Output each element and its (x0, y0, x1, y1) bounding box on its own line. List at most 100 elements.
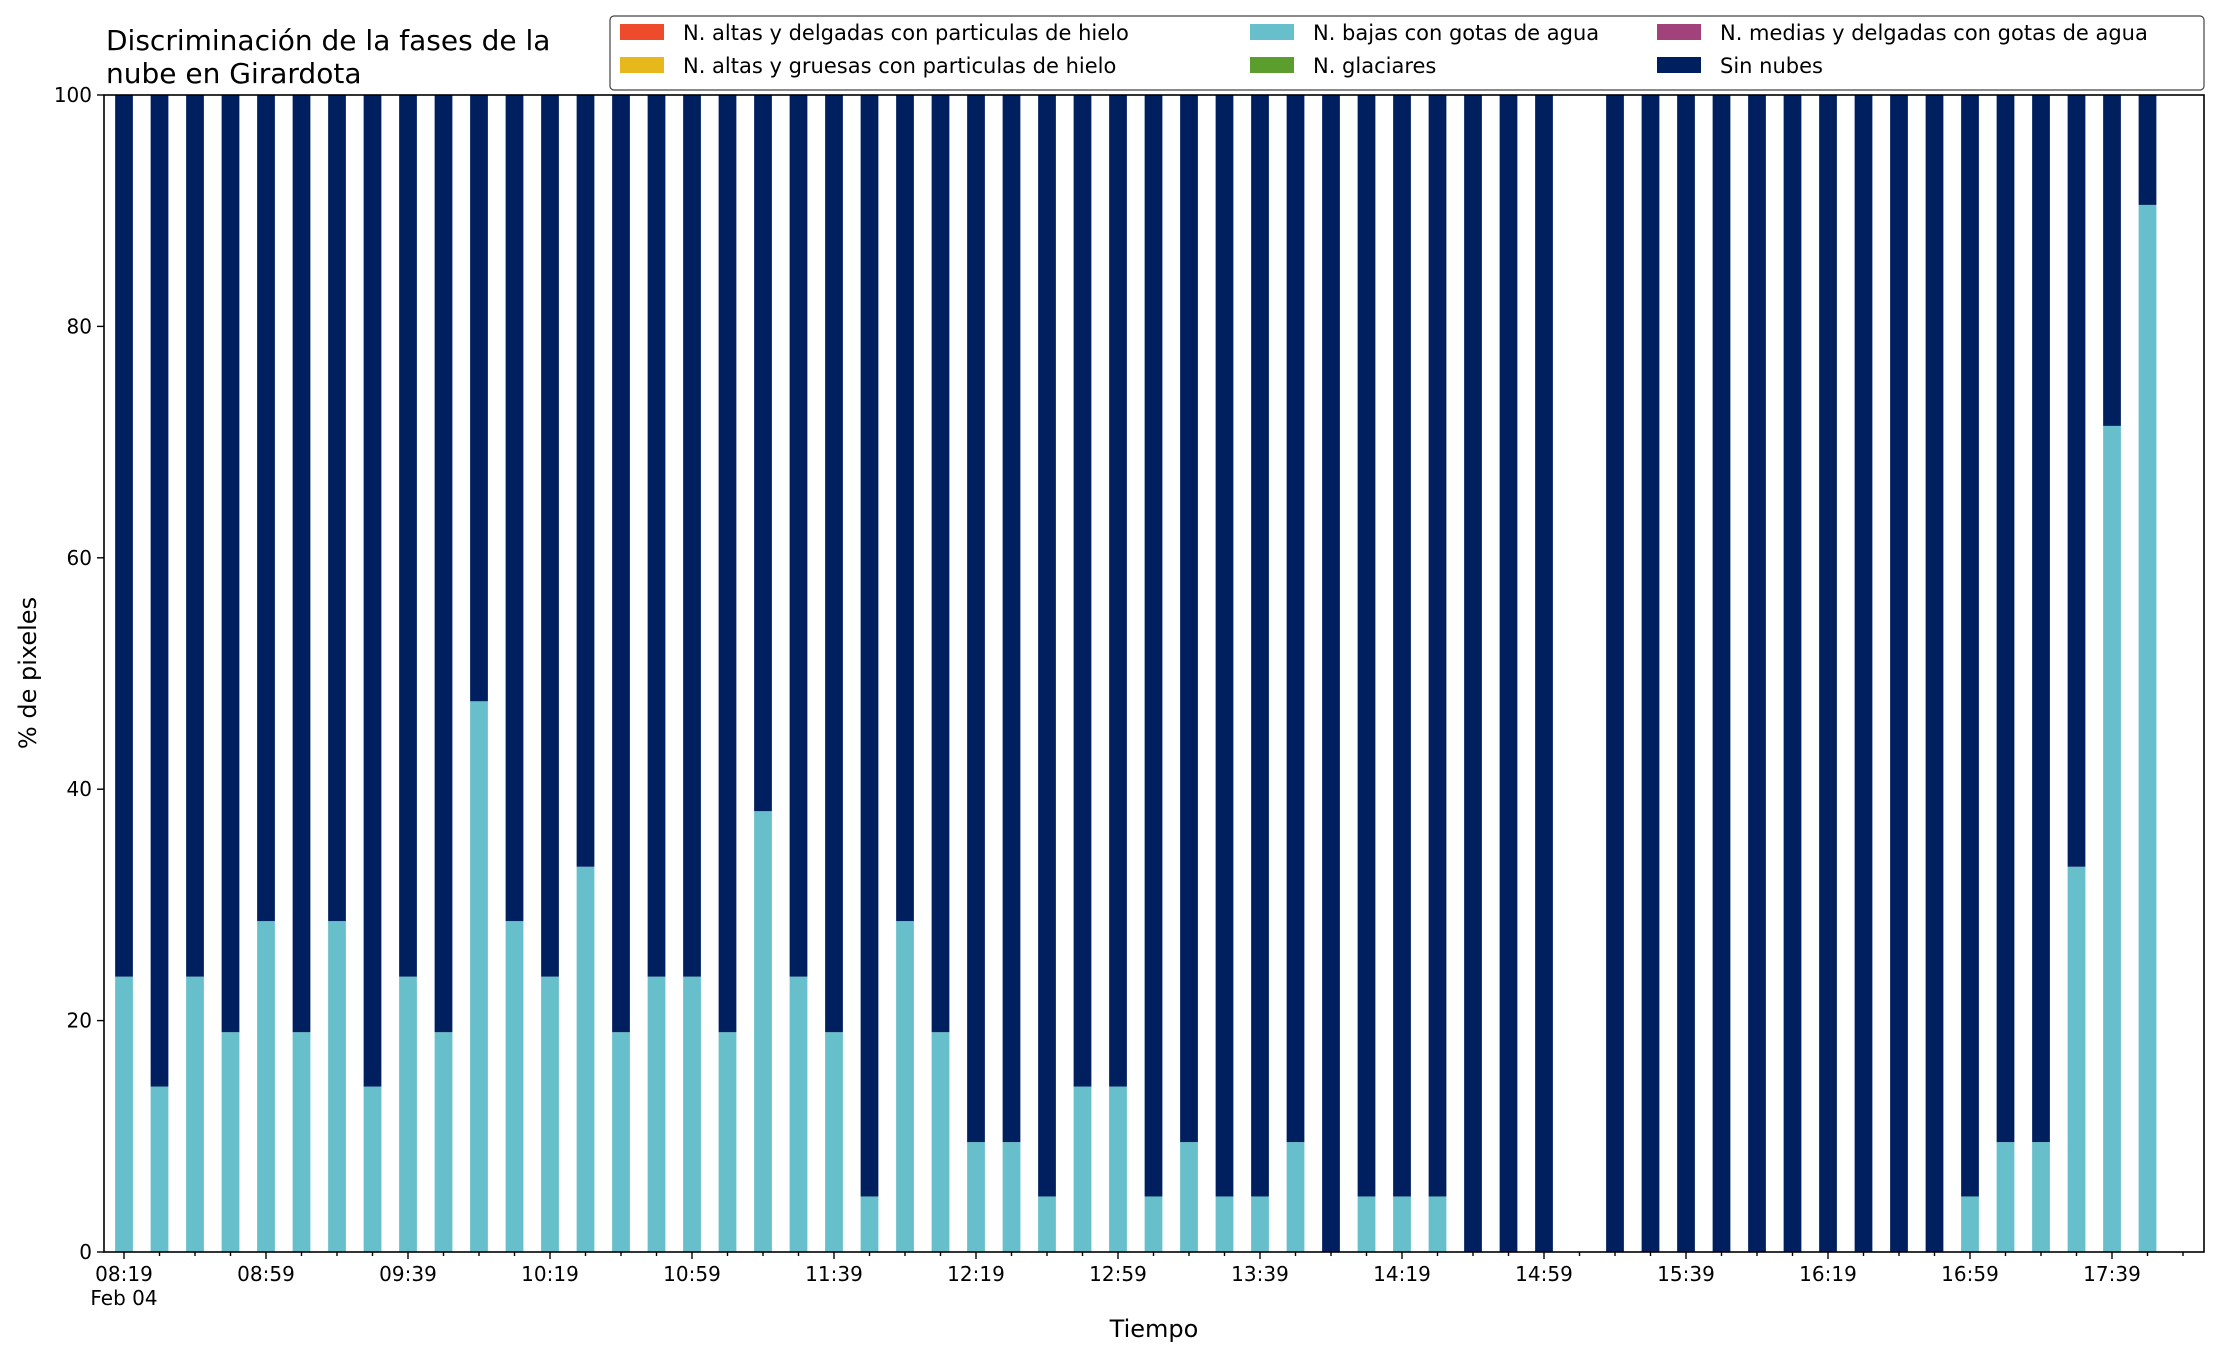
bar-segment-s2-33 (1286, 1142, 1305, 1252)
bar-segment-s5-47 (1783, 95, 1802, 1252)
y-tick-label-0: 0 (79, 1240, 92, 1264)
bar-segment-s2-25 (1002, 1142, 1021, 1252)
x-tick-label-4: 10:59 (663, 1262, 721, 1286)
bar-segment-s5-35 (1357, 95, 1376, 1197)
bar-segment-s5-38 (1464, 95, 1482, 1252)
bar-segment-s2-54 (2032, 1142, 2050, 1252)
y-tick-label-5: 100 (54, 83, 92, 107)
bar-segment-s5-24 (967, 95, 985, 1143)
bar-segment-s2-21 (860, 1196, 879, 1252)
bar-segment-s5-34 (1322, 95, 1340, 1252)
bar-segment-s2-10 (470, 701, 488, 1252)
bar-segment-s5-8 (399, 95, 417, 977)
legend-label-3: N. glaciares (1313, 54, 1436, 78)
bar-segment-s2-37 (1428, 1196, 1447, 1252)
x-tick-label-14: 17:39 (2083, 1262, 2141, 1286)
bar-segment-s2-15 (647, 976, 666, 1252)
legend-swatch-3 (1250, 57, 1294, 73)
bar-segment-s5-32 (1251, 95, 1269, 1197)
bar-segment-s5-31 (1215, 95, 1234, 1197)
bar-segment-s5-27 (1073, 95, 1092, 1087)
bar-segment-s5-23 (931, 95, 950, 1033)
bar-segment-s5-20 (825, 95, 843, 1033)
legend-label-4: N. medias y delgadas con gotas de agua (1720, 21, 2148, 45)
bar-segment-s5-39 (1499, 95, 1518, 1252)
x-tick-label-8: 13:39 (1231, 1262, 1289, 1286)
bar-segment-s5-1 (150, 95, 169, 1087)
bar-segment-s5-44 (1677, 95, 1695, 1252)
x-tick-label-7: 12:59 (1089, 1262, 1147, 1286)
bar-segment-s5-46 (1748, 95, 1766, 1252)
bar-segment-s5-49 (1854, 95, 1873, 1252)
bar-segment-s2-2 (186, 976, 204, 1252)
bar-segment-s5-25 (1002, 95, 1021, 1143)
legend-swatch-2 (1250, 24, 1294, 40)
y-tick-label-4: 80 (67, 314, 92, 338)
legend-swatch-1 (620, 57, 664, 73)
bar-segment-s2-57 (2138, 204, 2157, 1252)
bar-segment-s5-37 (1428, 95, 1447, 1197)
bar-segment-s5-45 (1712, 95, 1731, 1252)
bar-segment-s5-57 (2138, 95, 2157, 205)
bar-segment-s2-18 (754, 811, 772, 1252)
legend-box (609, 15, 2205, 91)
bar-segment-s2-23 (931, 1032, 950, 1252)
y-axis: 0 20 40 60 80 100 (54, 83, 104, 1264)
bar-segment-s5-43 (1641, 95, 1660, 1252)
bar-segment-s2-1 (150, 1086, 169, 1252)
legend: N. altas y delgadas con particulas de hi… (609, 15, 2205, 91)
bar-segment-s2-26 (1038, 1196, 1056, 1252)
x-tick-label-6: 12:19 (947, 1262, 1005, 1286)
x-axis-label: Tiempo (1109, 1315, 1199, 1343)
bar-segment-s2-35 (1357, 1196, 1376, 1252)
bar-segment-s2-31 (1215, 1196, 1234, 1252)
chart-title-line-2: nube en Girardota (106, 57, 361, 90)
bar-segment-s5-54 (2032, 95, 2050, 1143)
bar-segment-s2-30 (1180, 1142, 1198, 1252)
bar-segment-s5-2 (186, 95, 204, 977)
x-tick-label-0: 08:19 (95, 1262, 153, 1286)
legend-swatch-4 (1657, 24, 1701, 40)
bar-segment-s2-9 (434, 1032, 453, 1252)
bar-segment-s2-17 (718, 1032, 737, 1252)
x-tick-label-5: 11:39 (805, 1262, 863, 1286)
bar-segment-s2-56 (2103, 425, 2121, 1252)
bar-segment-s2-52 (1961, 1196, 1979, 1252)
bar-segment-s5-6 (328, 95, 346, 922)
chart-title: Discriminación de la fases de la nube en… (106, 24, 550, 90)
bar-segment-s5-21 (860, 95, 879, 1197)
y-tick-label-1: 20 (67, 1009, 92, 1033)
bar-segment-s2-0 (115, 976, 133, 1252)
bar-segment-s5-3 (221, 95, 240, 1033)
bar-segment-s2-5 (292, 1032, 311, 1252)
bar-segment-s5-11 (505, 95, 524, 922)
bar-segment-s5-50 (1890, 95, 1908, 1252)
bar-segment-s2-27 (1073, 1086, 1092, 1252)
bar-segment-s5-48 (1819, 95, 1837, 1252)
bar-segment-s5-14 (612, 95, 630, 1033)
bar-segment-s5-30 (1180, 95, 1198, 1143)
bar-segment-s5-17 (718, 95, 737, 1033)
bar-segment-s2-7 (363, 1086, 382, 1252)
bar-segment-s5-13 (576, 95, 595, 867)
bar-segment-s5-12 (541, 95, 559, 977)
bar-segment-s5-5 (292, 95, 311, 1033)
bar-segment-s2-12 (541, 976, 559, 1252)
bar-segment-s5-52 (1961, 95, 1979, 1197)
bar-segment-s5-28 (1109, 95, 1127, 1087)
bar-segment-s2-20 (825, 1032, 843, 1252)
y-tick-label-2: 40 (67, 777, 92, 801)
bar-segment-s5-33 (1286, 95, 1305, 1143)
bar-segment-s2-13 (576, 866, 595, 1252)
bar-segment-s5-36 (1393, 95, 1411, 1197)
bar-segment-s5-18 (754, 95, 772, 812)
bar-segment-s5-51 (1925, 95, 1944, 1252)
bar-segment-s5-40 (1535, 95, 1553, 1252)
legend-label-2: N. bajas con gotas de agua (1313, 21, 1599, 45)
legend-swatch-0 (620, 24, 664, 40)
bar-segment-s5-16 (683, 95, 701, 977)
bar-segment-s2-32 (1251, 1196, 1269, 1252)
